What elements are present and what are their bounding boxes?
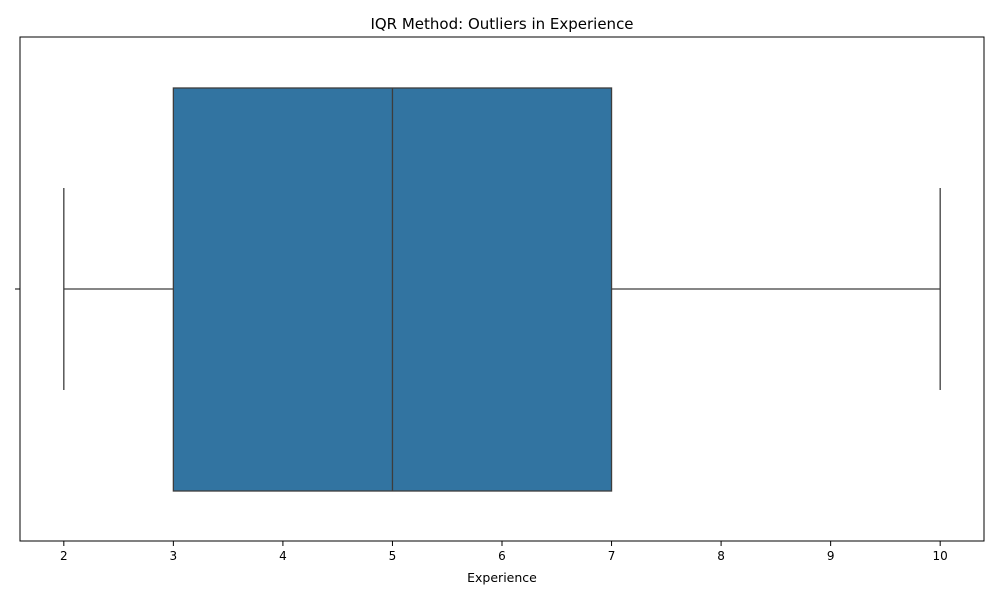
x-tick-label: 7 xyxy=(608,549,616,563)
plot-area: 2 3 4 5 6 7 8 9 10 xyxy=(15,36,985,563)
x-tick-label: 6 xyxy=(498,549,506,563)
x-tick-label: 2 xyxy=(60,549,68,563)
x-axis-label: Experience xyxy=(467,570,537,585)
x-tick-label: 4 xyxy=(279,549,287,563)
chart-title: IQR Method: Outliers in Experience xyxy=(370,15,633,33)
x-tick-label: 10 xyxy=(933,549,948,563)
x-tick-label: 5 xyxy=(389,549,397,563)
x-axis: 2 3 4 5 6 7 8 9 10 xyxy=(60,541,948,563)
x-tick-label: 3 xyxy=(170,549,178,563)
box-plot xyxy=(63,87,941,492)
x-tick-label: 9 xyxy=(827,549,835,563)
x-tick-label: 8 xyxy=(717,549,725,563)
